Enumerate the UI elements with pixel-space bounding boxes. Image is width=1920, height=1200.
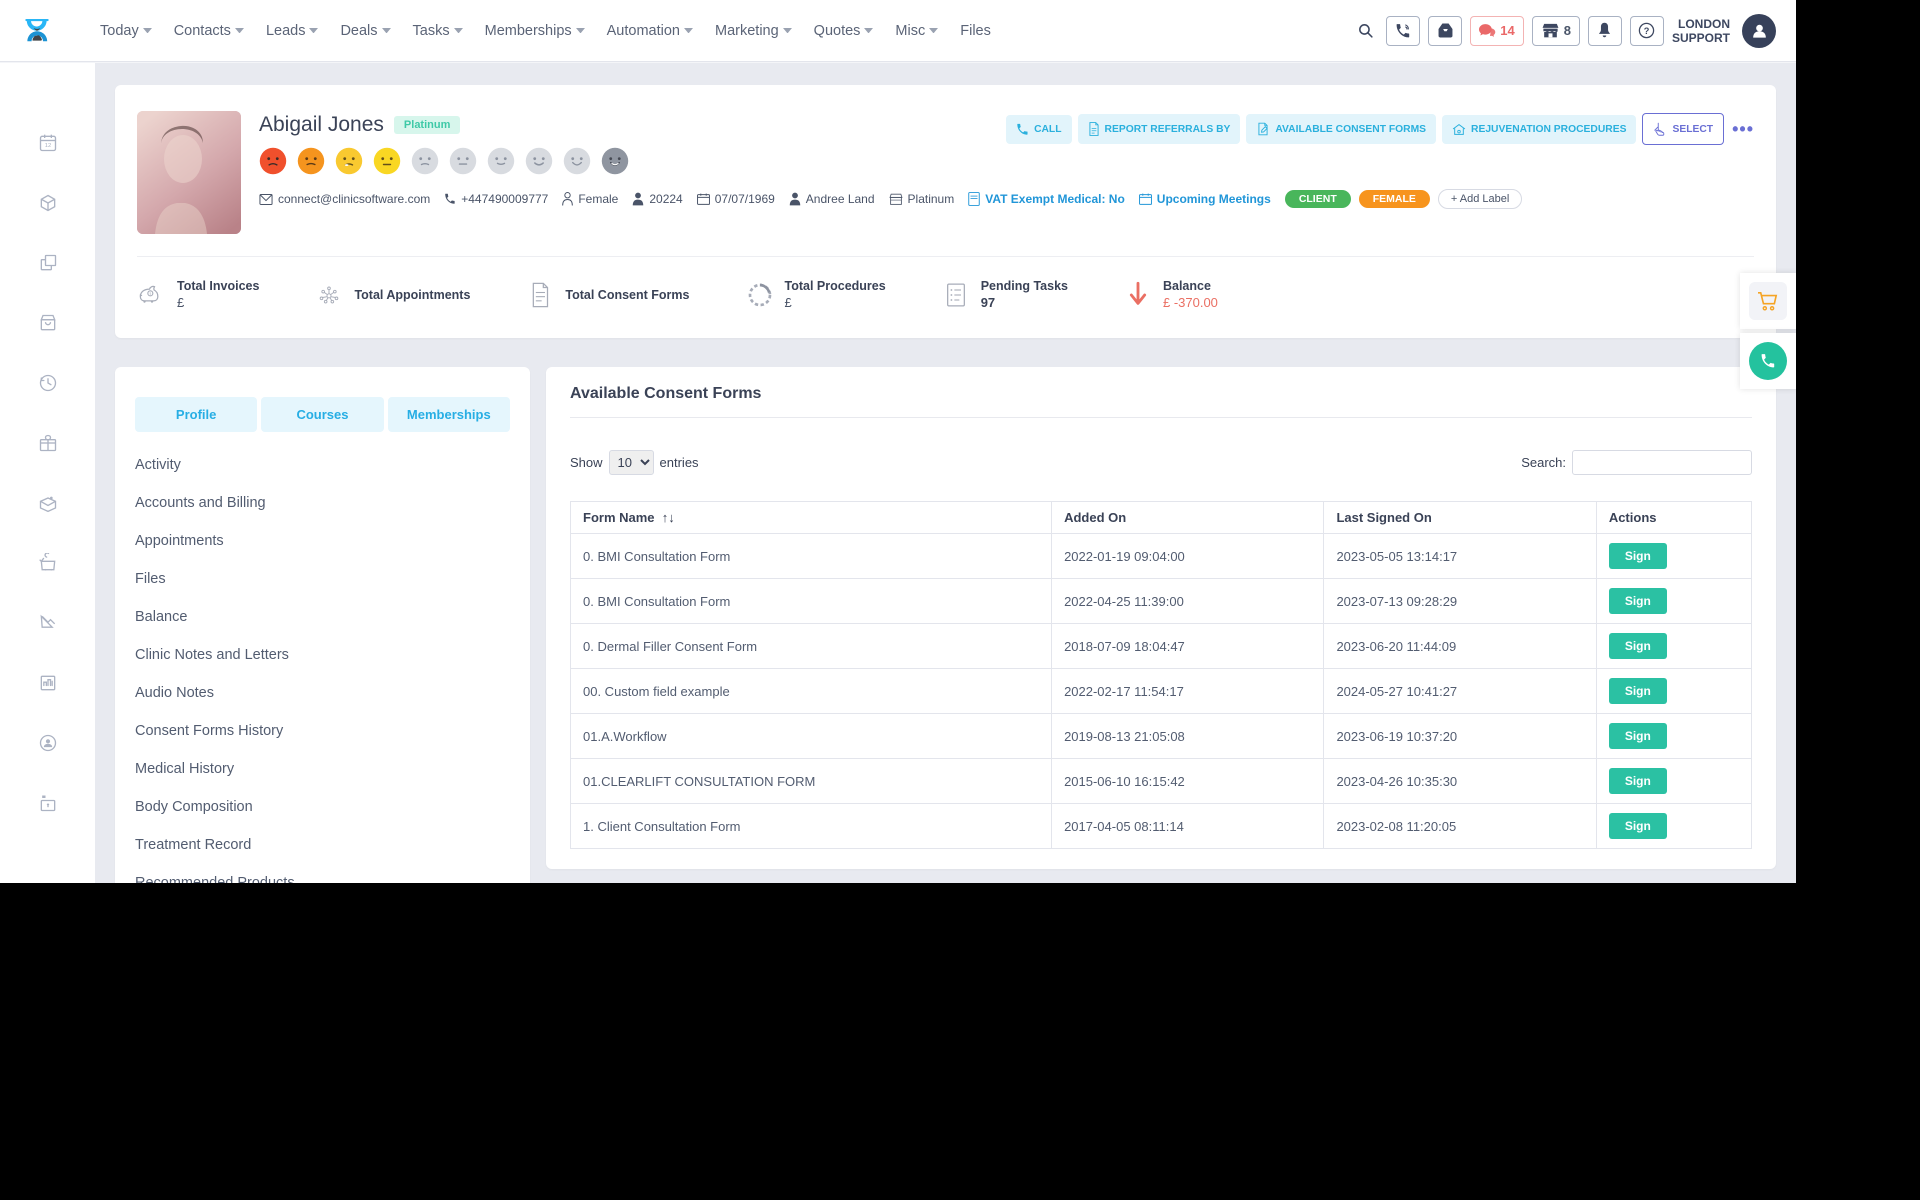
svg-text:?: ? xyxy=(1644,26,1650,36)
svg-text:$: $ xyxy=(149,291,151,295)
svg-text:12: 12 xyxy=(44,143,50,149)
